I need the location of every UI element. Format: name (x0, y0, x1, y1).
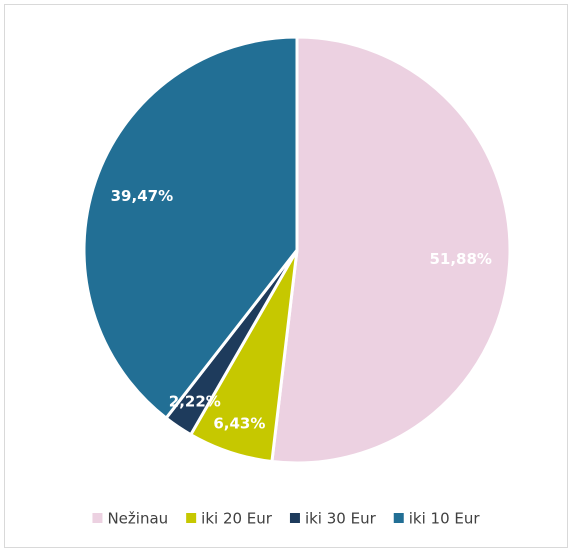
data-label: 39,47% (111, 187, 173, 205)
pie-slice (270, 35, 512, 465)
legend-marker (92, 513, 103, 523)
legend-label: iki 10 Eur (409, 510, 481, 528)
data-label: 6,43% (213, 414, 265, 432)
pie-slice (82, 35, 299, 421)
legend-label: iki 20 Eur (201, 510, 273, 528)
legend-marker (393, 513, 404, 523)
data-label: 51,88% (429, 250, 491, 268)
legend-marker (186, 513, 197, 523)
data-label: 2,22% (169, 393, 221, 411)
legend-label: Nežinau (107, 510, 168, 528)
legend-label: iki 30 Eur (305, 510, 377, 528)
legend-marker (289, 513, 300, 523)
